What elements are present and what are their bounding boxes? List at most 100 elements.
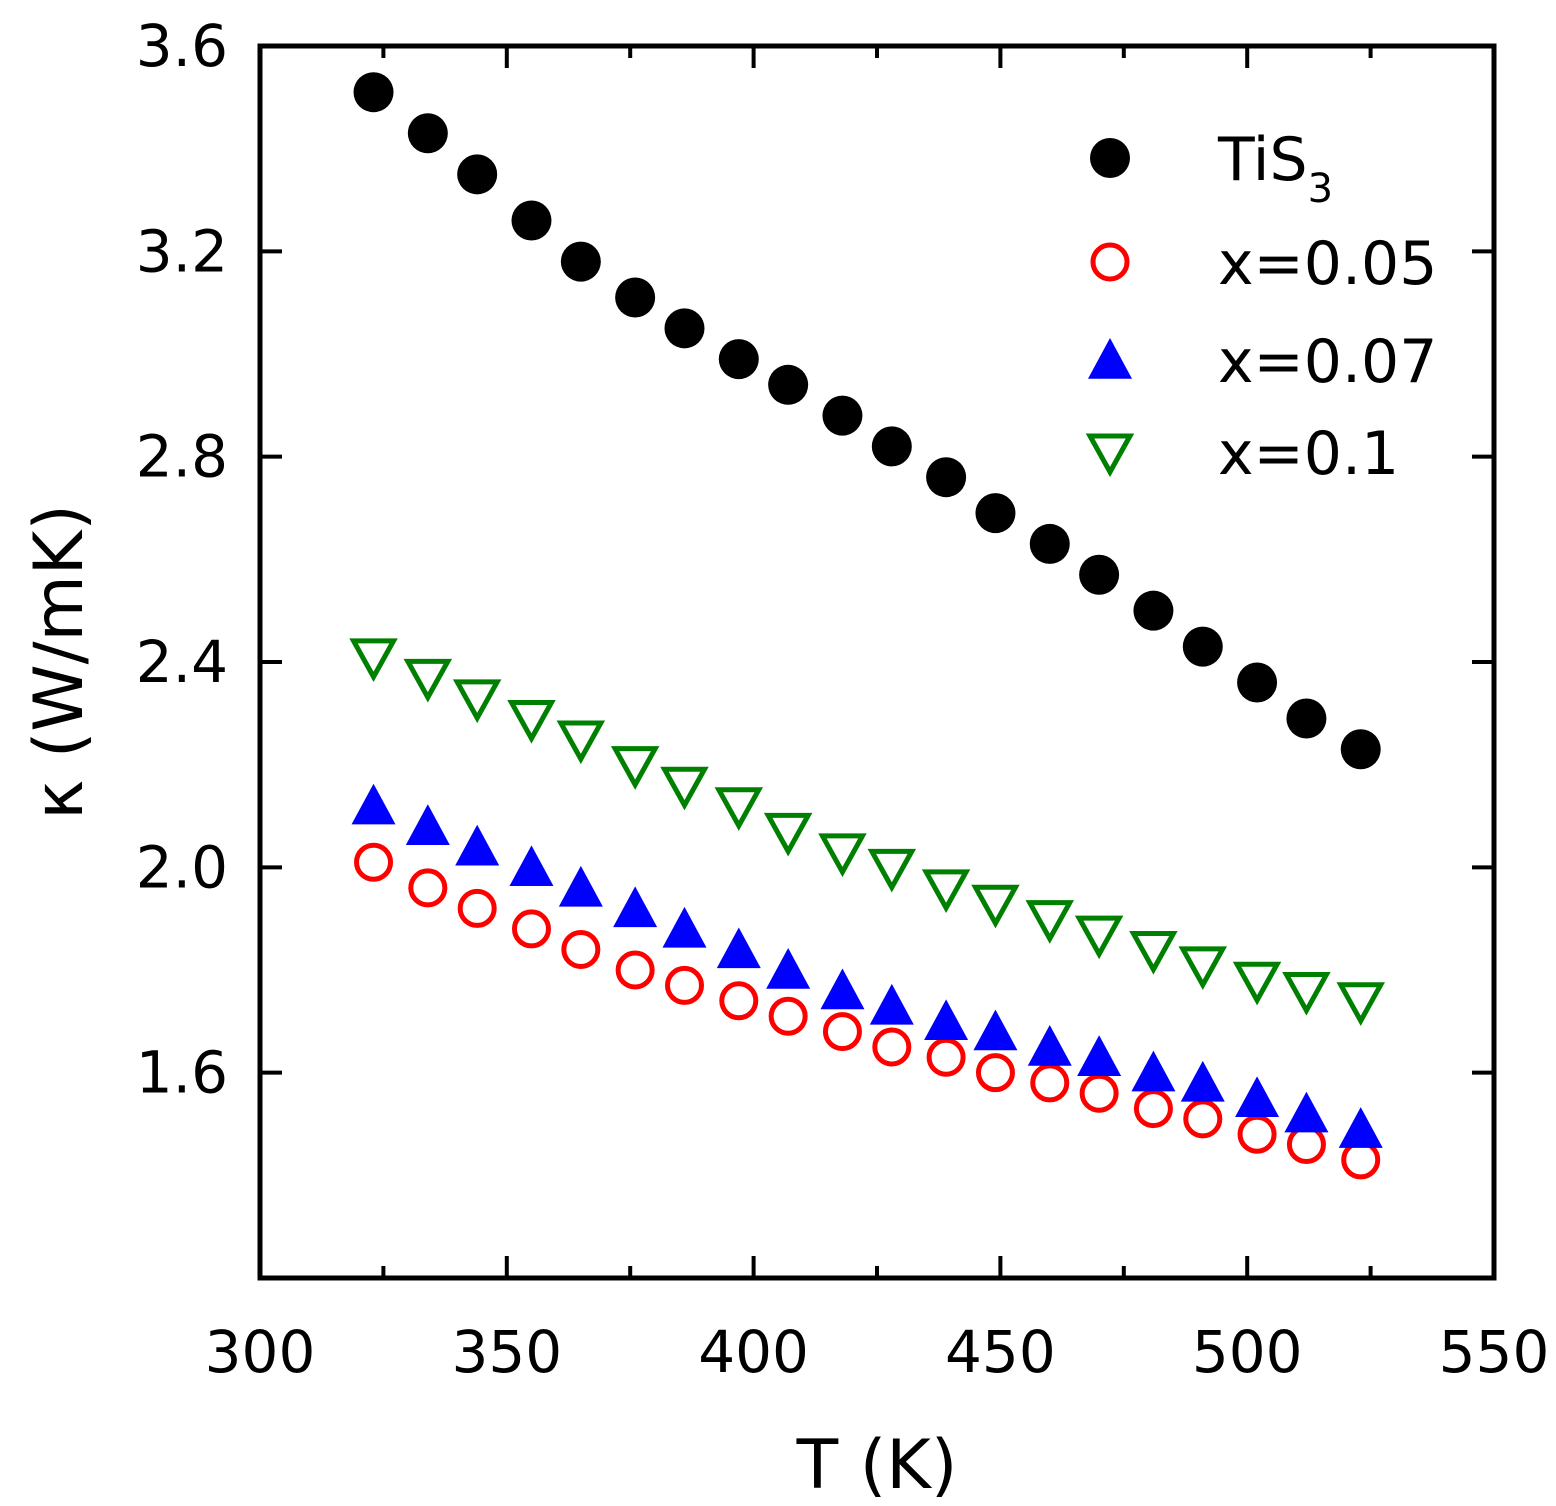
data-point <box>408 868 448 908</box>
data-point <box>1129 930 1178 975</box>
x-tick-label: 550 <box>1439 1318 1550 1386</box>
data-point <box>1079 554 1120 595</box>
data-point <box>766 948 811 989</box>
data-point <box>613 886 658 928</box>
data-point <box>1131 1050 1176 1092</box>
data-point <box>455 824 500 866</box>
data-point <box>1336 982 1385 1026</box>
data-point <box>610 746 660 790</box>
data-point <box>871 426 912 467</box>
data-point <box>869 983 914 1025</box>
legend-label-subscript: 3 <box>1308 166 1333 212</box>
data-point <box>1133 590 1174 631</box>
data-point <box>457 154 498 195</box>
data-point <box>511 200 552 241</box>
data-point <box>615 950 655 990</box>
legend-entry: x=0.05 <box>1090 229 1437 299</box>
data-point <box>1074 915 1124 960</box>
data-point <box>921 869 971 914</box>
data-point <box>768 364 809 405</box>
data-point <box>351 783 396 825</box>
data-point <box>1338 1107 1383 1148</box>
data-point <box>353 72 394 113</box>
data-point <box>1183 1099 1223 1139</box>
legend-label: x=0.07 <box>1218 327 1437 397</box>
y-axis-title: κ (W/mK) <box>20 504 99 820</box>
y-tick-label: 3.6 <box>136 12 228 80</box>
data-point <box>452 679 502 724</box>
data-point <box>1286 698 1327 739</box>
data-point <box>718 339 759 380</box>
data-point <box>716 927 761 969</box>
data-point <box>763 812 813 857</box>
legend-label: TiS3 <box>1217 125 1333 212</box>
x-tick-label: 300 <box>205 1318 316 1386</box>
data-point <box>1030 1063 1070 1103</box>
data-point <box>561 929 601 969</box>
data-point <box>924 999 969 1041</box>
data-point <box>558 865 603 907</box>
y-tick-label: 3.2 <box>136 217 228 285</box>
data-point <box>457 888 497 928</box>
data-point <box>354 842 394 882</box>
data-point <box>507 699 556 744</box>
data-point <box>1077 1035 1122 1076</box>
data-point <box>1237 662 1278 703</box>
data-point <box>349 638 398 683</box>
data-point <box>1027 1025 1072 1066</box>
data-point <box>1340 729 1381 770</box>
data-point <box>818 833 867 878</box>
legend-entry: x=0.07 <box>1088 327 1437 397</box>
data-point <box>405 804 450 845</box>
legend-entry: TiS3 <box>1090 125 1333 212</box>
data-point <box>1235 1076 1280 1118</box>
series-2 <box>351 783 1383 1148</box>
y-tick-label: 2.4 <box>136 628 228 696</box>
legend-label: x=0.1 <box>1218 419 1399 489</box>
data-point <box>973 1009 1018 1051</box>
data-marks <box>349 72 1385 1180</box>
data-point <box>1237 1114 1277 1154</box>
tick-labels: 300 350 400 450 500 550 1.6 2.0 2.4 2.8 3.2 3.6 <box>136 12 1550 1386</box>
x-tick-label: 350 <box>451 1318 562 1386</box>
data-point <box>1133 1089 1173 1129</box>
data-point <box>1341 1140 1381 1180</box>
data-point <box>926 457 967 498</box>
data-point <box>926 1037 966 1077</box>
legend-marker <box>1090 242 1130 282</box>
data-point <box>664 308 705 349</box>
series-1 <box>354 842 1381 1180</box>
legend: TiS3 x=0.05 x=0.07 x=0.1 <box>1085 125 1437 489</box>
x-axis-title: T (K) <box>796 1426 958 1505</box>
data-point <box>1180 1060 1225 1102</box>
data-point <box>1025 900 1075 944</box>
y-tick-label: 2.0 <box>136 833 228 901</box>
axis-ticks <box>258 44 1496 1280</box>
x-tick-label: 450 <box>945 1318 1056 1386</box>
data-point <box>1029 523 1070 564</box>
data-point <box>719 981 759 1021</box>
y-tick-label: 2.8 <box>136 423 228 491</box>
data-point <box>822 395 863 436</box>
data-point <box>867 848 917 893</box>
data-point <box>872 1027 912 1067</box>
data-point <box>768 996 808 1036</box>
data-point <box>615 277 656 318</box>
data-point <box>975 493 1016 534</box>
legend-entry: x=0.1 <box>1085 419 1399 489</box>
data-point <box>662 906 707 948</box>
data-point <box>556 720 606 765</box>
data-point <box>1286 1125 1326 1165</box>
series-0 <box>353 72 1381 770</box>
data-point <box>971 884 1020 929</box>
data-point <box>1284 1091 1329 1133</box>
data-point <box>820 968 865 1010</box>
data-point <box>975 1053 1015 1093</box>
data-point <box>403 658 453 703</box>
data-point <box>1079 1073 1119 1113</box>
data-point <box>1232 961 1282 1006</box>
data-point <box>1178 946 1228 991</box>
data-point <box>664 965 704 1005</box>
y-tick-label: 1.6 <box>136 1039 228 1107</box>
x-tick-label: 500 <box>1192 1318 1303 1386</box>
